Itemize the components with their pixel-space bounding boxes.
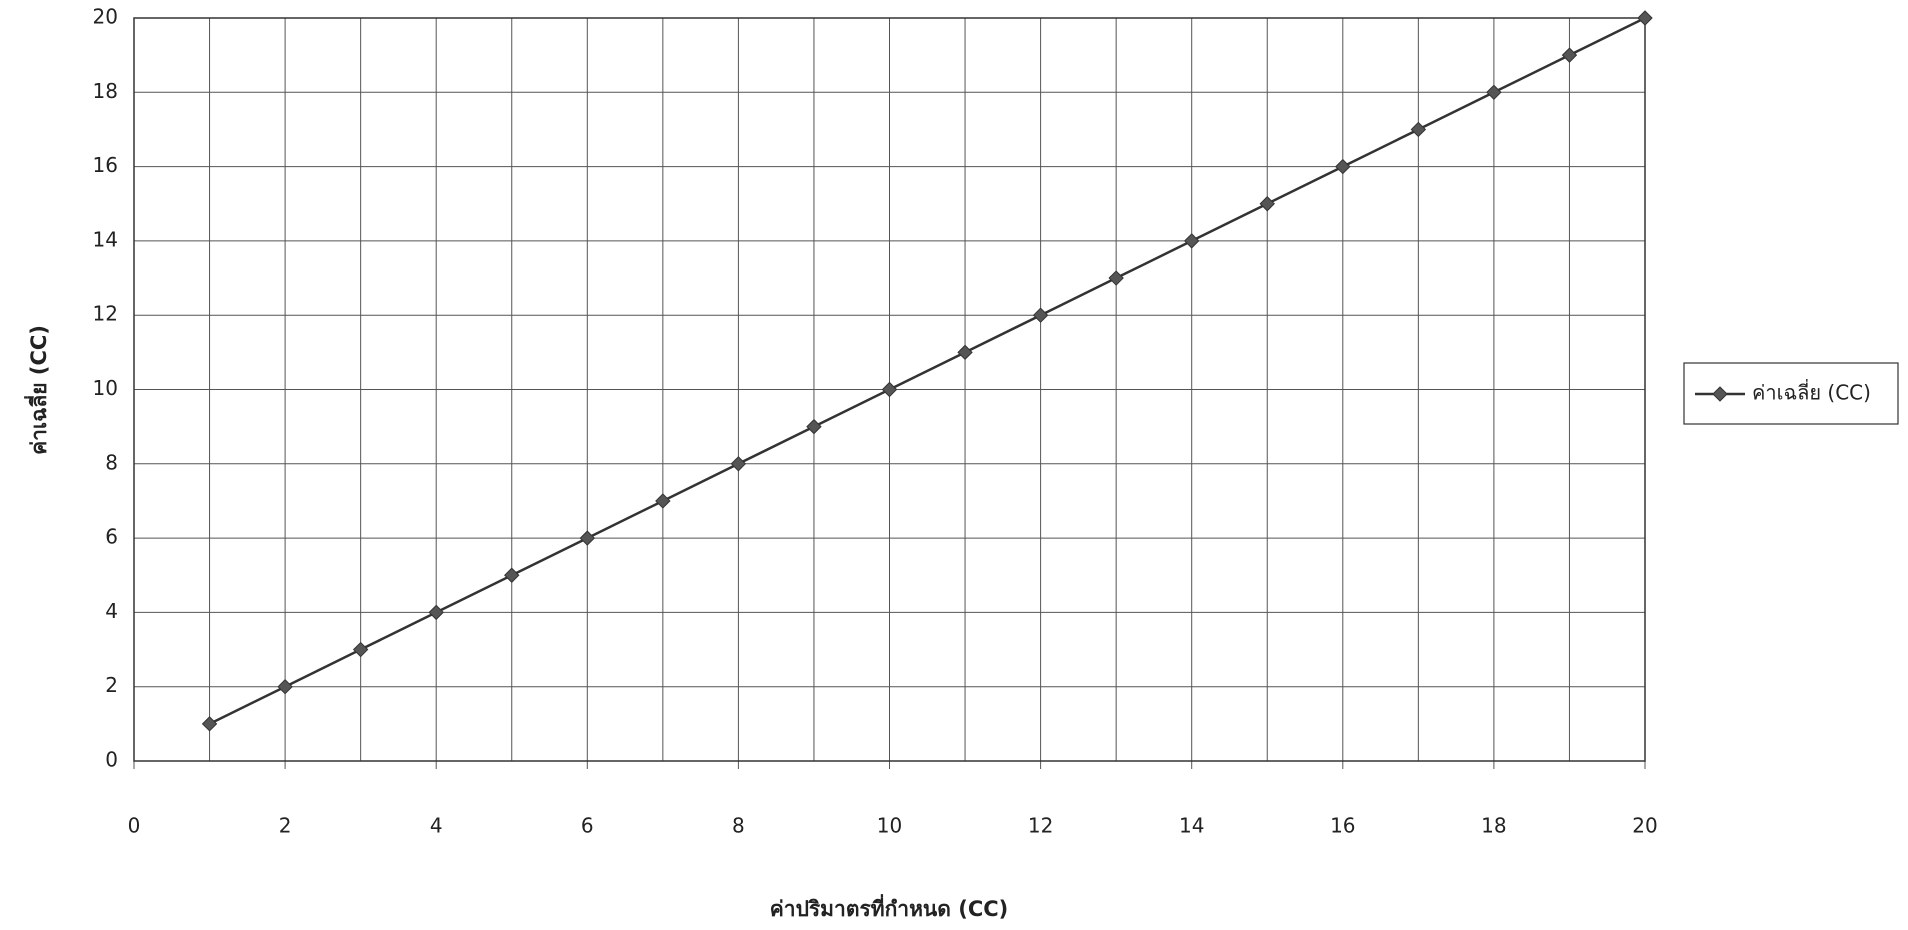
point-marker [806, 418, 822, 435]
point-marker [1637, 10, 1653, 26]
point-marker [277, 678, 293, 695]
y-axis-title: ค่าเฉลี่ย (CC) [23, 325, 51, 455]
point-marker [1032, 307, 1049, 323]
point-marker [1561, 47, 1578, 63]
plot-border [133, 17, 1646, 762]
x-tick-label: 16 [1330, 814, 1355, 838]
x-tick-label: 20 [1632, 814, 1657, 838]
x-tick-label: 18 [1481, 814, 1506, 838]
point-marker [352, 641, 369, 658]
y-tick-label: 14 [93, 227, 118, 251]
y-tick-label: 18 [93, 79, 118, 103]
point-marker [957, 344, 973, 361]
point-marker [1486, 84, 1502, 101]
legend: ค่าเฉลี่ย (CC) [1683, 362, 1899, 425]
y-tick-label: 2 [105, 673, 118, 697]
y-tick-label: 12 [93, 302, 118, 326]
y-tick-label: 4 [105, 599, 118, 623]
point-marker [428, 604, 444, 621]
x-tick-label: 0 [128, 814, 141, 838]
series-line [208, 16, 1646, 725]
point-marker [504, 567, 520, 583]
point-marker [1183, 233, 1200, 249]
legend-label: ค่าเฉลี่ย (CC) [1752, 379, 1871, 405]
y-tick-label: 8 [105, 450, 118, 474]
x-tick-label: 6 [581, 814, 594, 838]
point-marker [655, 493, 671, 509]
y-tick-label: 0 [105, 748, 118, 772]
y-tick-label: 16 [93, 153, 118, 177]
point-marker [1108, 270, 1124, 286]
point-marker [1410, 121, 1427, 138]
x-tick-label: 4 [430, 814, 443, 838]
x-tick-label: 2 [279, 814, 292, 838]
y-tick-label: 20 [93, 5, 118, 29]
x-tick-label: 14 [1179, 814, 1204, 838]
point-marker [881, 381, 898, 398]
x-axis-title: ค่าปริมาตรที่กำหนด (CC) [770, 893, 1009, 921]
point-marker [1259, 196, 1275, 212]
point-marker [730, 456, 747, 472]
x-tick-label: 10 [877, 814, 902, 838]
x-tick-label: 8 [732, 814, 745, 838]
point-marker [1335, 158, 1351, 175]
point-marker [201, 716, 218, 732]
legend-marker [1712, 386, 1728, 402]
y-tick-label: 6 [105, 525, 118, 549]
x-tick-label: 12 [1028, 814, 1053, 838]
point-marker [579, 530, 596, 546]
y-tick-label: 10 [93, 376, 118, 400]
